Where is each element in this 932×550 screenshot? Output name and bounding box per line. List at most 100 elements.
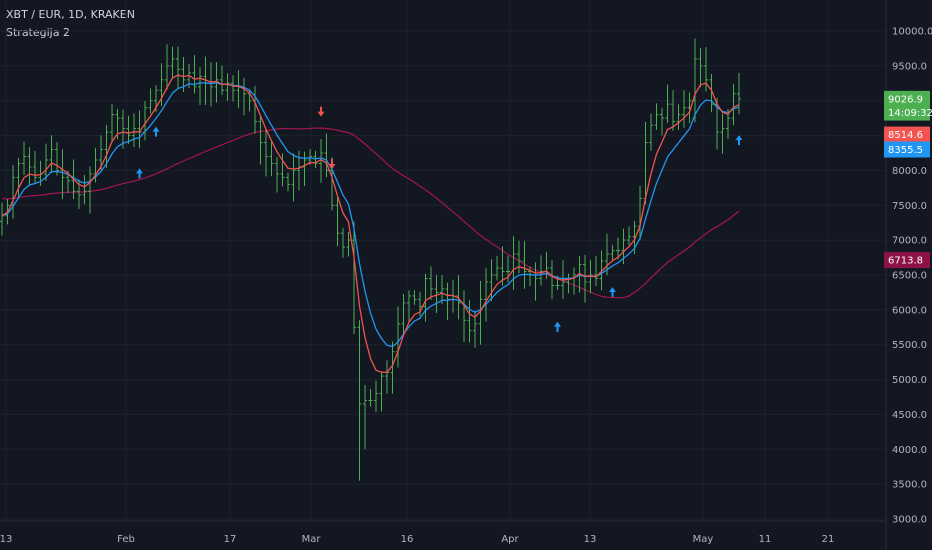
- time-tick-label: 13: [0, 534, 12, 545]
- ohlc-bar: [22, 141, 26, 176]
- badge-box: [884, 104, 930, 121]
- buy-arrow-icon: [554, 321, 561, 332]
- ohlc-bar: [236, 70, 241, 108]
- ohlc-bar: [445, 282, 450, 320]
- ohlc-bar: [429, 266, 433, 300]
- badge-text: 14:09:32: [888, 108, 932, 119]
- time-tick-label: Apr: [501, 534, 519, 545]
- badge-text: 8514.6: [888, 130, 923, 141]
- ohlc-bar: [341, 227, 345, 258]
- sell-arrow-icon: [317, 106, 325, 117]
- ohlc-bar: [242, 77, 246, 116]
- ohlc-bar: [440, 275, 444, 305]
- ohlc-bar: [357, 320, 362, 481]
- ma-long-path: [1, 127, 740, 299]
- ohlc-bar: [550, 260, 554, 300]
- ohlc-bar: [335, 196, 340, 247]
- price-tick-label: 4000.0: [892, 445, 927, 456]
- ohlc-bar: [225, 73, 230, 101]
- time-tick-label: 17: [224, 534, 237, 545]
- ohlc-bar: [599, 250, 604, 291]
- ohlc-bar: [11, 165, 15, 219]
- price-tick-label: 8000.0: [892, 166, 927, 177]
- time-tick-label: Mar: [302, 534, 322, 545]
- ohlc-bar: [88, 166, 92, 214]
- price-tick-label: 6000.0: [892, 305, 927, 316]
- buy-arrow-head: [152, 126, 160, 132]
- ohlc-bar: [385, 360, 389, 394]
- buy-arrow-head: [609, 286, 616, 292]
- ohlc-bar: [660, 108, 664, 136]
- badge-box: [884, 252, 930, 269]
- buy-arrow-icon: [152, 126, 160, 137]
- ohlc-bar: [583, 254, 587, 303]
- ohlc-bar: [302, 151, 307, 187]
- ohlc-bar: [693, 38, 697, 123]
- ohlc-bar: [132, 113, 136, 148]
- ohlc-bar: [594, 255, 598, 286]
- ohlc-bar: [649, 113, 653, 151]
- ohlc-bar: [374, 380, 378, 413]
- price-tick-label: 10000.0: [892, 27, 932, 38]
- ohlc-bar: [506, 255, 510, 283]
- time-tick-label: 16: [401, 534, 414, 545]
- price-tick-label: 9500.0: [892, 61, 927, 72]
- ohlc-bar: [500, 246, 505, 286]
- badge-box: [884, 90, 930, 107]
- ohlc-bar: [511, 236, 516, 290]
- ohlc-bar: [231, 75, 235, 102]
- ohlc-bar: [616, 237, 620, 260]
- ohlc-bar: [423, 273, 428, 322]
- chart-title: XBT / EUR, 1D, KRAKEN: [6, 8, 135, 21]
- time-tick-label: May: [693, 534, 714, 545]
- ohlc-bar: [379, 371, 384, 412]
- buy-arrow-icon: [609, 286, 616, 297]
- ohlc-bar: [539, 255, 543, 286]
- ohlc-bar: [368, 388, 373, 407]
- ohlc-bar: [396, 306, 400, 368]
- ohlc-bar: [363, 384, 367, 450]
- price-tick-label: 3500.0: [892, 480, 927, 491]
- ohlc-bar: [0, 202, 4, 236]
- ohlc-bar: [478, 280, 483, 345]
- ohlc-bar: [143, 101, 147, 141]
- ohlc-bar: [16, 157, 21, 198]
- time-tick-label: 21: [822, 534, 835, 545]
- ohlc-bar: [253, 85, 257, 134]
- ema-fast-path: [1, 74, 740, 373]
- ohlc-bar: [671, 90, 675, 131]
- ohlc-bar: [687, 92, 692, 124]
- buy-arrow-icon: [735, 135, 743, 146]
- ohlc-bar: [258, 115, 263, 165]
- signal-arrows: [136, 106, 743, 332]
- ema-slow-line: [1, 82, 740, 348]
- ohlc-bar: [60, 149, 65, 200]
- ohlc-bar: [126, 115, 131, 145]
- price-tick-label: 7000.0: [892, 236, 927, 247]
- ohlc-bar: [720, 113, 725, 154]
- ohlc-bar: [522, 240, 527, 289]
- ohlc-bar: [220, 65, 224, 95]
- ohlc-bar: [709, 74, 714, 113]
- ohlc-bar: [698, 47, 703, 88]
- ohlc-bar: [198, 67, 202, 105]
- ohlc-bar: [390, 341, 395, 394]
- ohlc-bar: [104, 125, 109, 168]
- ohlc-bar: [462, 290, 466, 343]
- ohlc-bar: [44, 143, 48, 181]
- sell-arrow-head: [317, 111, 325, 117]
- badge-text: 6713.8: [888, 256, 923, 267]
- ohlc-bar: [654, 103, 659, 130]
- ohlc-bar: [170, 46, 175, 80]
- ohlc-bar: [484, 267, 488, 322]
- ohlc-bar: [731, 83, 736, 126]
- sell-arrow-icon: [328, 158, 336, 169]
- ema-slow-path: [1, 82, 740, 348]
- ohlc-bar: [319, 139, 323, 183]
- ohlc-bar: [27, 147, 32, 186]
- ohlc-bar: [467, 300, 472, 343]
- ohlc-bar: [209, 62, 213, 107]
- buy-arrow-head: [136, 168, 143, 174]
- ohlc-bar: [49, 135, 54, 173]
